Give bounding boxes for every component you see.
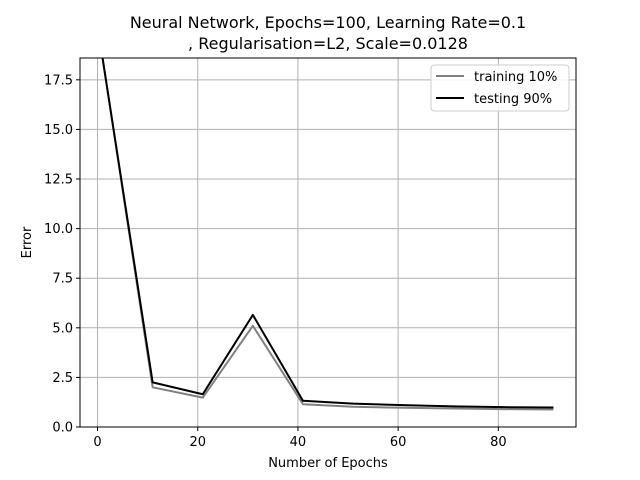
legend: training 10% testing 90% bbox=[430, 64, 570, 112]
chart-title-line1: Neural Network, Epochs=100, Learning Rat… bbox=[130, 13, 526, 32]
legend-label-training: training 10% bbox=[474, 70, 557, 85]
legend-label-testing: testing 90% bbox=[474, 92, 552, 107]
y-tick-label: 7.5 bbox=[52, 272, 73, 287]
grid bbox=[80, 58, 576, 428]
series-line-training-10 bbox=[101, 57, 554, 411]
x-axis-label: Number of Epochs bbox=[268, 456, 388, 471]
x-tick-label: 60 bbox=[390, 435, 407, 450]
chart-title-line2: , Regularisation=L2, Scale=0.0128 bbox=[188, 34, 468, 53]
x-tick-label: 20 bbox=[189, 435, 206, 450]
y-tick-label: 5.0 bbox=[52, 321, 73, 336]
y-tick-label: 12.5 bbox=[44, 173, 73, 188]
x-tick-label: 40 bbox=[290, 435, 307, 450]
series-lines bbox=[101, 57, 554, 411]
legend-box bbox=[430, 64, 570, 112]
y-tick-label: 0.0 bbox=[52, 421, 73, 436]
x-axis-ticks: 0 20 40 60 80 bbox=[93, 427, 507, 450]
plot-area-frame bbox=[79, 57, 577, 428]
y-tick-label: 15.0 bbox=[44, 123, 73, 138]
y-tick-label: 10.0 bbox=[44, 222, 73, 237]
y-tick-label: 17.5 bbox=[44, 73, 73, 88]
x-tick-label: 80 bbox=[490, 435, 507, 450]
y-tick-label: 2.5 bbox=[52, 371, 73, 386]
y-axis-ticks: 0.0 2.5 5.0 7.5 10.0 12.5 15.0 17.5 bbox=[44, 73, 80, 436]
y-axis-label: Error bbox=[20, 226, 35, 258]
x-tick-label: 0 bbox=[93, 435, 101, 450]
series-line-testing-90 bbox=[101, 57, 554, 409]
